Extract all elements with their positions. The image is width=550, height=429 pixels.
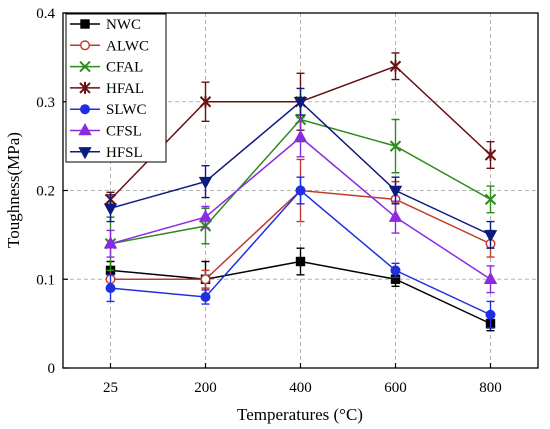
data-point bbox=[198, 209, 213, 222]
x-tick-label: 800 bbox=[479, 380, 502, 396]
data-point bbox=[200, 292, 211, 303]
x-axis-label: Temperatures (°C) bbox=[237, 405, 363, 424]
data-point bbox=[485, 309, 496, 320]
legend-label: SLWC bbox=[106, 102, 147, 118]
x-tick-label: 25 bbox=[103, 380, 118, 396]
legend-item-hfsl: HFSL bbox=[70, 145, 143, 161]
y-tick-label: 0.1 bbox=[36, 272, 55, 288]
data-point bbox=[390, 265, 401, 276]
legend-label: NWC bbox=[106, 17, 141, 33]
data-point bbox=[483, 230, 498, 243]
legend-item-alwc: ALWC bbox=[70, 38, 149, 54]
legend-item-nwc: NWC bbox=[70, 17, 141, 33]
data-point bbox=[388, 209, 403, 222]
legend-item-cfsl: CFSL bbox=[70, 123, 142, 140]
legend-label: CFSL bbox=[106, 124, 142, 140]
data-point bbox=[293, 129, 308, 142]
legend-marker bbox=[78, 123, 92, 136]
data-point bbox=[483, 271, 498, 284]
data-point bbox=[199, 95, 212, 108]
y-tick-label: 0.2 bbox=[36, 184, 55, 200]
data-point bbox=[295, 256, 306, 267]
y-axis-label: Toughness(MPa) bbox=[4, 132, 23, 248]
axis-ticks: 0 0.1 0.2 0.3 0.4 25 200 400 600 800 bbox=[36, 6, 502, 396]
legend-marker bbox=[80, 19, 90, 29]
data-point bbox=[103, 203, 118, 216]
legend-item-hfal: HFAL bbox=[70, 81, 144, 97]
series-group bbox=[103, 52, 498, 332]
legend-label: HFAL bbox=[106, 81, 144, 97]
data-point bbox=[484, 149, 497, 161]
x-tick-label: 600 bbox=[384, 380, 407, 396]
legend-marker bbox=[79, 104, 90, 115]
series-cfsl bbox=[103, 117, 498, 294]
data-point bbox=[388, 185, 403, 198]
data-point bbox=[389, 60, 402, 73]
legend-marker bbox=[79, 60, 91, 73]
y-tick-label: 0.4 bbox=[36, 6, 55, 22]
data-point bbox=[103, 236, 118, 249]
data-point bbox=[105, 283, 116, 294]
legend-label: ALWC bbox=[106, 38, 149, 54]
x-tick-label: 200 bbox=[194, 380, 217, 396]
data-point bbox=[293, 97, 308, 110]
legend-label: HFSL bbox=[106, 145, 143, 161]
y-tick-label: 0.3 bbox=[36, 95, 55, 111]
legend-item-cfal: CFAL bbox=[70, 60, 143, 76]
series-hfsl bbox=[103, 87, 498, 249]
legend-marker bbox=[79, 40, 90, 51]
legend: NWC ALWC CFAL HFAL SLWC CFSL HFSL bbox=[65, 13, 167, 163]
data-point bbox=[295, 185, 306, 196]
data-point bbox=[484, 193, 497, 206]
legend-item-slwc: SLWC bbox=[70, 102, 147, 118]
legend-label: CFAL bbox=[106, 60, 143, 76]
legend-marker bbox=[79, 81, 91, 94]
y-tick-label: 0 bbox=[48, 361, 56, 377]
data-point bbox=[198, 176, 213, 190]
x-tick-label: 400 bbox=[289, 380, 312, 396]
series-slwc bbox=[105, 176, 496, 329]
legend-marker bbox=[78, 147, 92, 160]
data-point bbox=[200, 274, 211, 285]
data-point bbox=[389, 140, 402, 152]
